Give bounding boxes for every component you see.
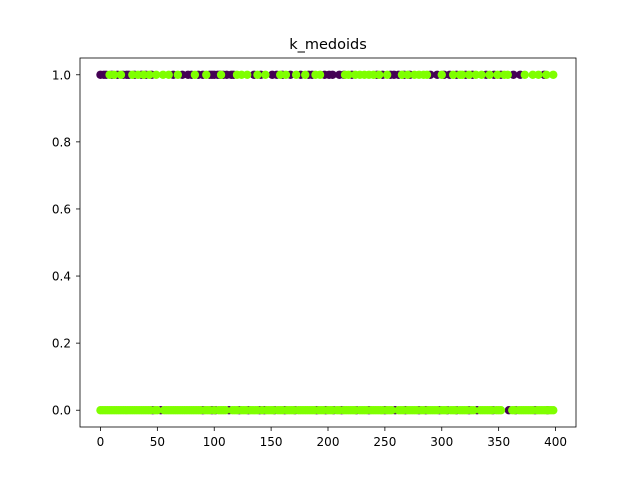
y-tick-label: 0.6 (52, 202, 71, 216)
scatter-point (328, 70, 337, 79)
data-points (96, 70, 558, 415)
y-tick-label: 1.0 (52, 68, 71, 82)
scatter-point (382, 70, 392, 79)
scatter-point (549, 70, 558, 79)
scatter-point (485, 70, 494, 79)
x-tick-label: 50 (150, 435, 165, 449)
scatter-point (301, 70, 310, 79)
scatter-point (403, 70, 412, 79)
scatter-point (152, 70, 161, 79)
scatter-point (458, 70, 467, 79)
scatter-point (116, 70, 126, 79)
scatter-point (387, 406, 396, 415)
y-tick-label: 0.0 (52, 404, 71, 418)
scatter-point (243, 70, 252, 79)
scatter-point (190, 70, 200, 79)
scatter-point (202, 70, 211, 79)
scatter-point (437, 70, 446, 79)
x-tick-label: 400 (544, 435, 567, 449)
x-tick-label: 250 (373, 435, 396, 449)
x-tick-label: 350 (487, 435, 510, 449)
scatter-point (496, 406, 506, 415)
x-tick-label: 0 (97, 435, 105, 449)
scatter-point (534, 70, 543, 79)
scatter-point (221, 406, 230, 415)
scatter-point (549, 406, 558, 415)
scatter-point (153, 406, 162, 415)
scatter-point (464, 70, 474, 79)
x-tick-label: 300 (430, 435, 453, 449)
scatter-point (109, 70, 119, 79)
scatter-point (374, 70, 384, 79)
scatter-point (503, 70, 512, 79)
scatter-point (448, 70, 458, 79)
scatter-point (422, 70, 432, 79)
scatter-point (145, 70, 154, 79)
axes: 0 50 100 150 200 250 300 350 400 0.0 0.2 0.4 0.6 0.8 1… (52, 57, 577, 449)
x-tick-label: 100 (203, 435, 226, 449)
scatter-point (281, 70, 291, 79)
scatter-point (477, 70, 486, 79)
scatter-point (315, 70, 325, 79)
scatter-point (261, 70, 270, 79)
plot-frame (79, 57, 577, 428)
y-tick-label: 0.4 (52, 270, 71, 284)
scatter-point (291, 70, 301, 79)
scatter-point (520, 70, 530, 79)
scatter-point (493, 70, 502, 79)
y-tick-label: 0.2 (52, 337, 71, 351)
scatter-point (253, 70, 262, 79)
scatter-point (164, 70, 173, 79)
scatter-point (469, 406, 478, 415)
scatter-point (173, 70, 183, 79)
scatter-point (344, 70, 353, 79)
x-tick-label: 150 (260, 435, 283, 449)
x-tick-label: 200 (317, 435, 340, 449)
scatter-point (216, 70, 226, 79)
y-tick-label: 0.8 (52, 135, 71, 149)
scatter-point (542, 70, 551, 79)
chart-title: k_medoids (289, 37, 367, 53)
